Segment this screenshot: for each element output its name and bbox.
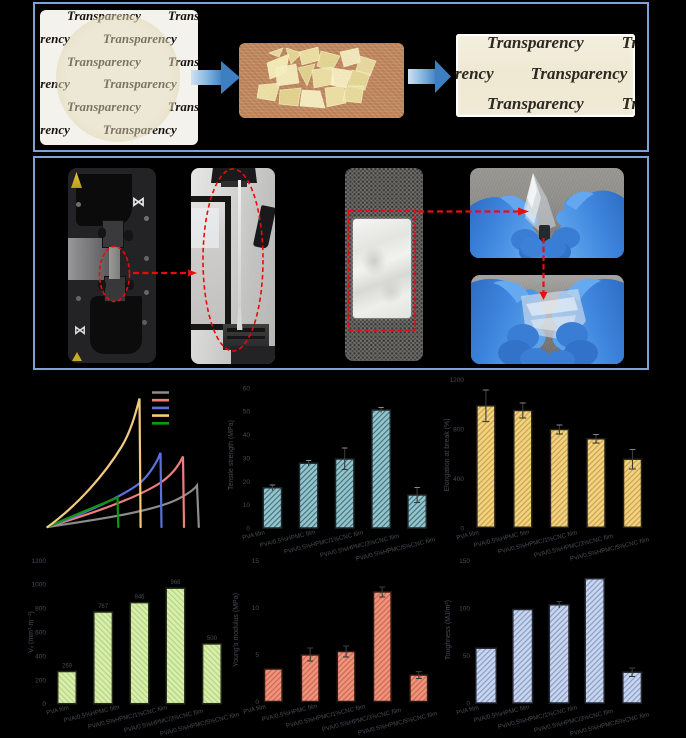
svg-text:0: 0 [246,526,250,533]
svg-text:Elongation at break (%): Elongation at break (%) [444,418,451,491]
svg-text:Vₓ (mm³·m⁻²): Vₓ (mm³·m⁻²) [28,611,35,653]
svg-text:20: 20 [243,479,251,486]
svg-text:10: 10 [243,502,251,509]
svg-text:Toughness (MJ/m³): Toughness (MJ/m³) [445,600,452,660]
svg-text:0: 0 [460,525,464,532]
svg-text:50: 50 [463,653,471,660]
svg-text:30: 30 [243,455,251,462]
svg-text:150: 150 [459,558,470,565]
svg-text:400: 400 [453,476,464,483]
svg-text:1200: 1200 [32,558,47,565]
svg-text:200: 200 [35,677,46,684]
svg-text:0: 0 [42,701,46,708]
svg-text:800: 800 [453,427,464,434]
svg-text:40: 40 [243,432,251,439]
svg-text:15: 15 [252,558,260,565]
svg-text:600: 600 [35,630,46,637]
svg-text:10: 10 [252,605,260,612]
svg-text:5: 5 [255,652,259,659]
svg-text:100: 100 [459,605,470,612]
svg-text:PVA film: PVA film [46,704,70,716]
svg-text:PVA film: PVA film [243,703,267,715]
svg-text:PVA film: PVA film [456,704,480,716]
svg-text:269: 269 [62,664,73,670]
svg-text:767: 767 [98,604,109,610]
svg-text:400: 400 [35,653,46,660]
svg-text:PVA film: PVA film [242,529,266,541]
svg-text:Young's modulus (MPa): Young's modulus (MPa) [233,593,240,667]
svg-text:0: 0 [255,699,259,706]
svg-text:0: 0 [466,701,470,708]
svg-text:60: 60 [243,385,251,392]
svg-text:50: 50 [243,409,251,416]
svg-text:1000: 1000 [32,582,47,589]
svg-text:PVA film: PVA film [456,529,480,541]
svg-text:966: 966 [170,580,181,586]
svg-text:500: 500 [207,636,218,642]
svg-text:846: 846 [134,595,145,601]
svg-text:1200: 1200 [450,377,465,384]
svg-text:Tensile strength (MPa): Tensile strength (MPa) [228,420,235,490]
svg-text:800: 800 [35,606,46,613]
